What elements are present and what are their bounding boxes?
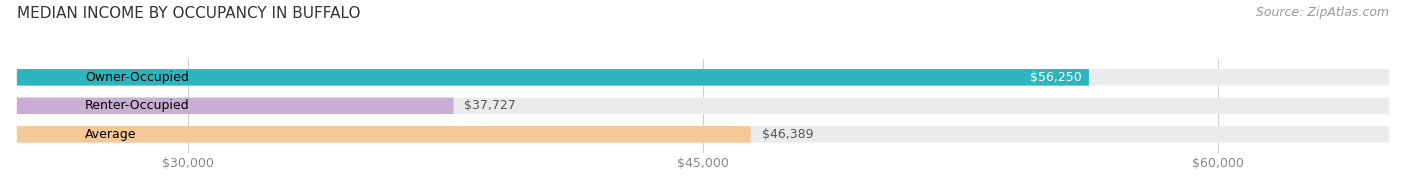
Text: $46,389: $46,389	[762, 128, 813, 141]
Text: MEDIAN INCOME BY OCCUPANCY IN BUFFALO: MEDIAN INCOME BY OCCUPANCY IN BUFFALO	[17, 6, 360, 21]
FancyBboxPatch shape	[17, 98, 454, 114]
FancyBboxPatch shape	[17, 126, 751, 143]
Text: $56,250: $56,250	[1031, 71, 1083, 84]
Text: Source: ZipAtlas.com: Source: ZipAtlas.com	[1256, 6, 1389, 19]
FancyBboxPatch shape	[17, 126, 1389, 143]
FancyBboxPatch shape	[17, 69, 1090, 86]
Text: $37,727: $37,727	[464, 99, 516, 112]
FancyBboxPatch shape	[17, 98, 1389, 114]
Text: Renter-Occupied: Renter-Occupied	[84, 99, 190, 112]
Text: Owner-Occupied: Owner-Occupied	[84, 71, 188, 84]
FancyBboxPatch shape	[17, 69, 1389, 86]
Text: Average: Average	[84, 128, 136, 141]
